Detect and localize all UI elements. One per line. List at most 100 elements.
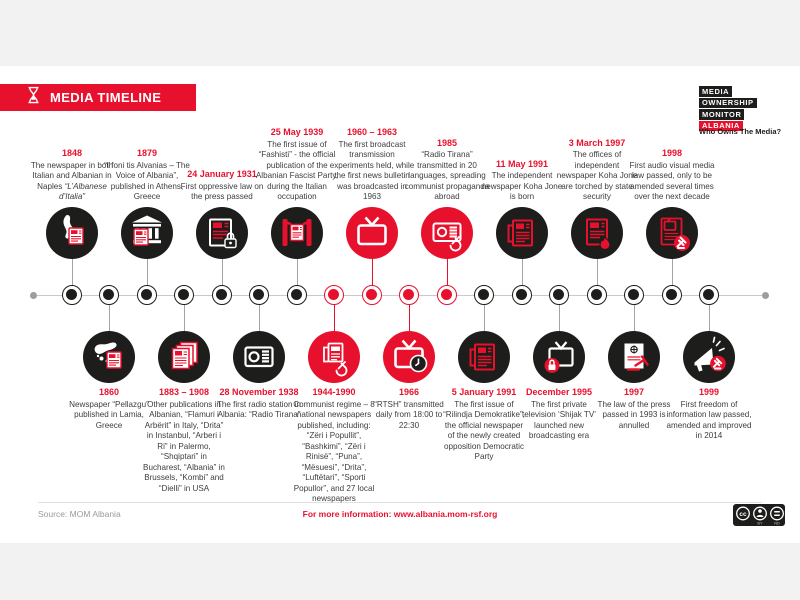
timeline-node-dot [553,289,564,300]
event-description: The independent newspaper Koha Jone is b… [481,171,563,202]
logo-line-media: MEDIA [699,86,733,97]
timeline-event: 1944-1990 Communist regime – 8 national n… [291,387,377,505]
timeline-node [361,284,382,305]
timeline-node-dot [441,289,452,300]
timeline-event: 1960 – 1963 The first broadcast transmiss… [329,127,415,203]
timeline-connector [258,295,260,357]
timeline-event: 11 May 1991 The independent newspaper Koh… [479,159,565,203]
timeline-connector [596,233,598,295]
timeline-connector [371,233,373,295]
timeline-connector [221,233,223,295]
timeline-node [698,284,719,305]
page-title: MEDIA TIMELINE [50,90,162,105]
event-date: 1966 [398,387,420,397]
tv-clock-icon [383,331,435,383]
timeline-event: 1883 – 1908 Other publications in Albania… [141,387,227,494]
event-date: 1998 [661,148,683,159]
timeline-event: 5 January 1991 The first issue of “Rilind… [441,387,527,463]
timeline-node-dot [366,289,377,300]
timeline-end-dot [761,291,769,299]
source-label: Source: MOM Albania [38,509,121,519]
newspaper-lock-icon [196,207,248,259]
radio-icon [233,331,285,383]
radio-communist-icon [421,207,473,259]
timeline-event: December 1995 The first private televisio… [516,387,602,442]
logo-line-albania: ALBANIA [699,120,743,131]
content-card [0,66,800,543]
timeline-node [623,284,644,305]
timeline-connector [71,233,73,295]
event-description: The offices of independent newspaper Koh… [556,150,638,202]
timeline-node-dot [103,289,114,300]
tv-broadcast-icon [533,331,585,383]
event-date: 5 January 1991 [451,387,517,397]
law-gavel-icon [608,331,660,383]
newspaper-stack-icon [158,331,210,383]
event-description: The first private television ‘Shijak TV’… [521,399,597,441]
timeline-node-dot [703,289,714,300]
logo-tagline: Who Owns The Media? [699,127,782,136]
event-date: 28 November 1938 [219,387,299,397]
event-date: 1999 [698,387,720,397]
event-description: The newspaper in both Italian and Albani… [30,160,114,202]
timeline-node [436,284,457,305]
event-description: The first issue of “Rilindja Demokratike… [443,399,525,462]
timeline-event: 25 May 1939 The first issue of “Fashisti”… [254,127,340,203]
event-description: The first radio station in Albania: “Rad… [216,399,302,420]
timeline-node-dot [66,289,77,300]
timeline-connector [108,295,110,357]
timeline-node [211,284,232,305]
timeline-node-dot [478,289,489,300]
event-description: The first broadcast transmission experim… [329,139,415,202]
timeline-event: 24 January 1931 First oppressive law on t… [179,169,265,203]
mom-logo: MEDIA OWNERSHIP MONITOR ALBANIA [699,86,757,131]
header-banner: MEDIA TIMELINE [0,84,196,111]
timeline-node [548,284,569,305]
event-date: 1997 [623,387,645,397]
timeline-node [61,284,82,305]
timeline-node-dot [591,289,602,300]
timeline-event: 3 March 1997 The offices of independent n… [554,138,640,203]
timeline-event: 1966 “RTSH” transmitted daily from 18:00 … [366,387,452,431]
timeline-node-dot [628,289,639,300]
timeline-event: 1997 The law of the press passed in 1993 … [591,387,677,431]
timeline-event: 28 November 1938 The first radio station … [216,387,302,421]
event-date: 1985 [436,137,458,148]
timeline-connector [558,295,560,357]
timeline-event: 1998 First audio visual media law passed,… [629,148,715,203]
timeline-connector [408,295,410,357]
timeline-node-dot [216,289,227,300]
newspaper-icon [458,331,510,383]
timeline-node [586,284,607,305]
timeline-event: 1848 The newspaper in both Italian and Al… [29,148,115,203]
event-date: 11 May 1991 [495,158,549,169]
timeline-node-dot [328,289,339,300]
event-date: 1960 – 1963 [346,127,398,138]
event-date: 1879 [136,148,158,159]
hourglass-icon [26,85,41,110]
footer-divider [38,502,762,503]
event-description: Other publications in Albanian, “Flamuri… [143,399,225,493]
megaphone-gavel-icon [683,331,735,383]
logo-line-monitor: MONITOR [699,109,745,120]
newspaper-fire-icon [571,207,623,259]
timeline-connector [446,233,448,295]
timeline-node-dot [253,289,264,300]
timeline-connector [333,295,335,357]
fasces-newspaper-icon [271,207,323,259]
event-date: 1883 – 1908 [158,387,210,397]
timeline-node [473,284,494,305]
event-date: 1848 [61,148,83,159]
event-date: 1860 [98,387,120,397]
timeline-event: 1879 “I foni tis Alvanias – The Voice of … [104,148,190,203]
cc-by-nd-badge: cc BY ND [733,504,785,532]
timeline-node-dot [666,289,677,300]
nd-label: ND [774,521,780,526]
logo-line-ownership: OWNERSHIP [699,97,757,108]
timeline-connector [146,233,148,295]
medialaw-tv-gavel-icon [646,207,698,259]
timeline-connector [521,233,523,295]
timeline-node-dot [291,289,302,300]
info-url[interactable]: For more information: www.albania.mom-rs… [302,509,498,519]
